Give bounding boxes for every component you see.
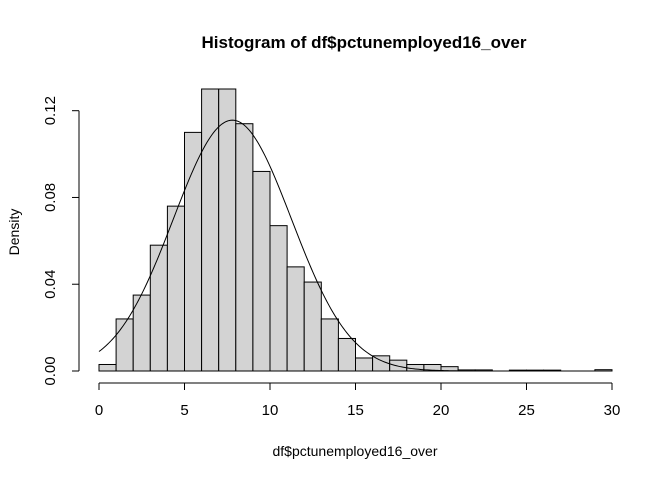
- y-axis-tick-label: 0.12: [42, 96, 59, 125]
- histogram-bar: [389, 359, 408, 372]
- histogram-bars: [98, 88, 613, 372]
- density-curve: [98, 119, 612, 372]
- histogram-bar: [98, 363, 117, 372]
- histogram-bar: [218, 88, 237, 372]
- x-axis-tick-label: 0: [95, 402, 103, 419]
- x-axis-tick-label: 30: [604, 402, 621, 419]
- y-axis-title: Density: [6, 209, 22, 256]
- histogram-bar: [286, 266, 305, 372]
- y-axis: 0.00 0.04 0.08 0.12: [42, 96, 80, 386]
- histogram-bar: [201, 88, 220, 372]
- x-axis-tick-label: 5: [180, 402, 188, 419]
- x-axis-tick-label: 10: [262, 402, 279, 419]
- histogram-bar: [115, 318, 134, 372]
- histogram-bar: [184, 131, 203, 372]
- histogram-bar: [166, 205, 185, 372]
- density-curve-layer: [98, 119, 612, 372]
- x-axis-tick-label: 15: [347, 402, 364, 419]
- histogram-bar: [355, 357, 374, 372]
- histogram-bar: [132, 294, 151, 372]
- x-axis-tick-label: 20: [433, 402, 450, 419]
- y-axis-tick-label: 0.08: [42, 183, 59, 212]
- histogram-bar: [252, 170, 271, 372]
- histogram-bar: [337, 337, 356, 372]
- histogram-bar: [303, 281, 322, 372]
- histogram-bar: [149, 244, 168, 372]
- histogram-bar: [320, 318, 339, 372]
- histogram-bar: [235, 123, 254, 372]
- x-axis-title: df$pctunemployed16_over: [272, 443, 437, 459]
- chart-title: Histogram of df$pctunemployed16_over: [202, 33, 527, 52]
- y-axis-tick-label: 0.00: [42, 356, 59, 385]
- y-axis-tick-label: 0.04: [42, 270, 59, 299]
- x-axis-tick-label: 25: [518, 402, 535, 419]
- histogram-bar: [269, 225, 288, 372]
- x-axis: 0 5 10 15 20 25 30: [95, 382, 621, 419]
